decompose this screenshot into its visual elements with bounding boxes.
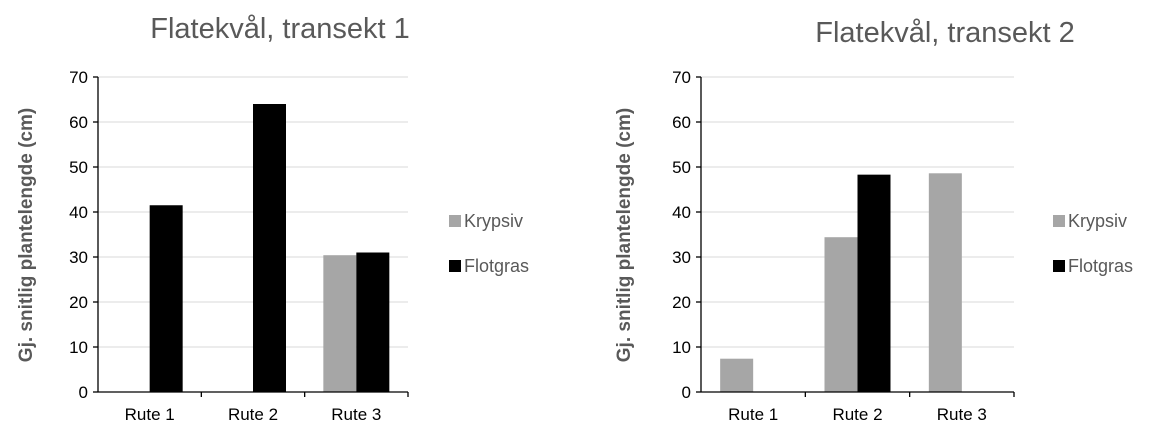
bar-krypsiv-3 xyxy=(323,255,357,392)
legend-swatch-krypsiv xyxy=(1053,215,1065,227)
y-tick-label: 40 xyxy=(69,203,88,222)
y-tick-label: 20 xyxy=(69,293,88,312)
y-tick-label: 40 xyxy=(672,203,691,222)
x-tick-label: Rute 1 xyxy=(728,405,778,424)
bar-krypsiv-1 xyxy=(720,358,754,392)
chart-2: Flatekvål, transekt 2 0 10 20 30 40 50 60 70 Rute… xyxy=(614,17,1133,424)
y-tick-label: 70 xyxy=(69,68,88,87)
chart-1: Flatekvål, transekt 1 0 10 20 30 40 50 60 70 Rute… xyxy=(16,13,529,424)
bar-flotgras-2 xyxy=(857,174,891,392)
y-tick-label: 10 xyxy=(69,338,88,357)
y-tick-label: 20 xyxy=(672,293,691,312)
legend-label-krypsiv: Krypsiv xyxy=(464,211,523,231)
legend: Krypsiv Flotgras xyxy=(1053,211,1133,276)
y-tick-label: 60 xyxy=(69,113,88,132)
legend-swatch-flotgras xyxy=(449,260,461,272)
legend-swatch-krypsiv xyxy=(449,215,461,227)
bar-flotgras-1 xyxy=(149,205,183,392)
y-tick-label: 0 xyxy=(682,383,691,402)
y-axis-label: Gj. snitlig plantelengde (cm) xyxy=(16,108,37,362)
chart-title: Flatekvål, transekt 2 xyxy=(815,17,1075,49)
chart-title: Flatekvål, transekt 1 xyxy=(150,13,410,45)
legend-label-krypsiv: Krypsiv xyxy=(1068,211,1127,231)
y-tick-label: 70 xyxy=(672,68,691,87)
y-tick-label: 30 xyxy=(69,248,88,267)
y-tick-label: 30 xyxy=(672,248,691,267)
x-tick-label: Rute 3 xyxy=(331,405,381,424)
y-tick-label: 50 xyxy=(69,158,88,177)
x-tick-label: Rute 1 xyxy=(125,405,175,424)
bar-krypsiv-2 xyxy=(824,237,858,392)
x-tick-label: Rute 3 xyxy=(937,405,987,424)
legend: Krypsiv Flotgras xyxy=(449,211,529,276)
x-tick-label: Rute 2 xyxy=(228,405,278,424)
y-axis-label: Gj. snitlig plantelengde (cm) xyxy=(614,108,635,362)
y-tick-label: 50 xyxy=(672,158,691,177)
legend-label-flotgras: Flotgras xyxy=(1068,256,1133,276)
legend-swatch-flotgras xyxy=(1053,260,1065,272)
y-tick-label: 0 xyxy=(79,383,88,402)
x-tick-label: Rute 2 xyxy=(832,405,882,424)
y-tick-label: 10 xyxy=(672,338,691,357)
bar-krypsiv-3 xyxy=(928,173,962,392)
bar-flotgras-3 xyxy=(356,252,390,392)
bar-flotgras-2 xyxy=(253,104,286,392)
legend-label-flotgras: Flotgras xyxy=(464,256,529,276)
y-tick-label: 60 xyxy=(672,113,691,132)
